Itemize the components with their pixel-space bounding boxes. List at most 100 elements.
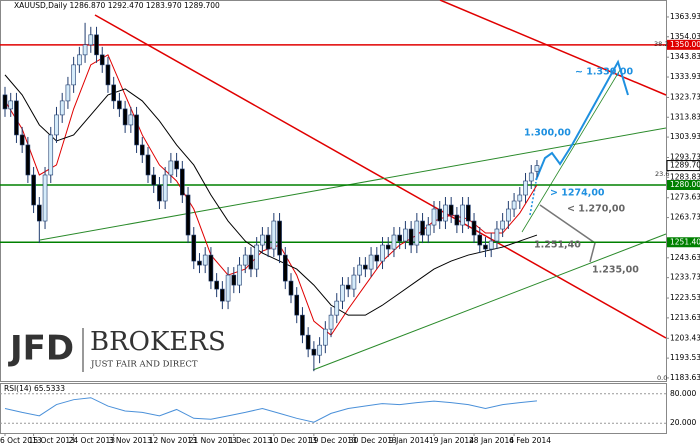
x-tick-label: 19 Jan 2014	[429, 436, 474, 445]
candle-body	[31, 174, 36, 206]
candle-body	[317, 344, 322, 356]
moving-average	[4, 54, 538, 336]
projection	[535, 59, 629, 181]
candle-body	[443, 204, 448, 222]
candle-body	[300, 314, 305, 336]
candle-body	[454, 214, 460, 226]
candle-body	[391, 234, 397, 250]
candle-body	[425, 224, 431, 236]
main-panel	[0, 0, 667, 382]
rsi-tick-label: 80.000	[670, 389, 696, 398]
level-label-bg	[667, 179, 700, 190]
candle-body	[385, 244, 391, 250]
annotation: > 1274,00	[550, 188, 605, 199]
x-tick-label: 19 Dec 2013	[309, 436, 357, 445]
candle-body	[380, 244, 385, 262]
logo-mark: JFD	[8, 329, 74, 369]
candle-body	[271, 220, 277, 250]
candle-body	[202, 254, 208, 266]
y-tick-label: 1223.530	[670, 293, 700, 302]
candle-body	[260, 234, 265, 246]
candle-body	[191, 234, 197, 262]
candle-body	[145, 154, 151, 176]
candle-body	[208, 254, 214, 282]
candle-body	[254, 244, 259, 270]
y-tick-label: 1333.930	[670, 72, 700, 81]
candle-body	[528, 172, 534, 182]
x-tick-label: 30 Dec 2013	[349, 436, 397, 445]
candle-body	[122, 108, 128, 126]
candle-body	[500, 220, 505, 230]
chart-title: XAUUSD,Daily 1286.870 1292.470 1283.970 …	[14, 1, 220, 10]
x-tick-label: 6 Feb 2014	[509, 436, 551, 445]
candle-body	[345, 284, 351, 290]
candle-body	[523, 180, 528, 196]
candle-body	[294, 294, 300, 316]
logo-tagline: JUST FAIR AND DIRECT	[90, 360, 198, 370]
y-tick-label: 1363.930	[670, 12, 700, 21]
candle-body	[288, 280, 294, 296]
x-tick-label: 6 Oct 2013	[0, 436, 42, 445]
candle-body	[19, 134, 25, 146]
trend-line	[94, 14, 667, 339]
x-tick-label: 28 Jan 2014	[469, 436, 514, 445]
trend-line	[39, 127, 667, 241]
candle-body	[117, 100, 122, 110]
candle-body	[431, 208, 437, 226]
candle-body	[460, 204, 465, 226]
last-price-label-bg	[666, 160, 700, 172]
annotation: 0.0	[657, 374, 667, 382]
candle-body	[448, 204, 454, 216]
candle-body	[517, 194, 523, 202]
annotation: ~ 1.330,00	[575, 67, 634, 78]
candle-body	[174, 160, 179, 170]
y-tick-label: 1323.730	[670, 92, 700, 101]
x-tick-label: 10 Dec 2013	[269, 436, 317, 445]
candle-body	[225, 274, 231, 302]
logo-name: BROKERS	[90, 327, 226, 357]
y-tick-label: 1263.730	[670, 213, 700, 222]
y-tick-label: 1313.830	[670, 112, 700, 121]
trend-line	[521, 69, 621, 233]
y-tick-label: 1303.930	[670, 132, 700, 141]
candle-body	[54, 114, 59, 136]
level-label: 1280.000	[670, 180, 700, 189]
candle-body	[42, 174, 48, 222]
projection	[529, 181, 537, 216]
candle-body	[277, 220, 282, 256]
candle-body	[328, 314, 334, 330]
candle-body	[77, 54, 82, 66]
candle-body	[25, 144, 31, 176]
candle-body	[237, 264, 242, 286]
candle-body	[511, 200, 517, 210]
candle-body	[151, 174, 157, 186]
x-tick-label: 15 Oct 2013	[29, 436, 76, 445]
candle-body	[488, 240, 494, 250]
candle-body	[534, 165, 540, 172]
y-tick-label: 1283.830	[670, 172, 700, 181]
candle-body	[197, 260, 202, 266]
candle-body	[408, 228, 414, 246]
candle-body	[71, 64, 76, 86]
candle-body	[506, 208, 511, 222]
candle-body	[477, 234, 483, 246]
candle-body	[128, 114, 134, 126]
x-tick-label: 24 Oct 2013	[69, 436, 116, 445]
candle-body	[168, 160, 174, 176]
x-tick-label: 21 Nov 2013	[189, 436, 237, 445]
candle-body	[334, 300, 340, 316]
rsi-title: RSI(14) 65.5333	[4, 384, 65, 393]
x-tick-label: 12 Nov 2013	[149, 436, 197, 445]
y-tick-label: 1193.530	[670, 353, 700, 362]
candle-body	[2, 94, 8, 110]
x-tick-label: 1 Dec 2013	[229, 436, 272, 445]
y-tick-label: 1293.730	[670, 153, 700, 162]
y-tick-label: 1213.630	[670, 313, 700, 322]
candle-body	[105, 64, 111, 86]
x-tick-label: 9 Jan 2014	[389, 436, 429, 445]
y-tick-label: 1343.830	[670, 52, 700, 61]
annotation: 1.235,00	[592, 265, 639, 276]
candle-body	[111, 84, 116, 102]
level-label-bg	[667, 237, 700, 248]
